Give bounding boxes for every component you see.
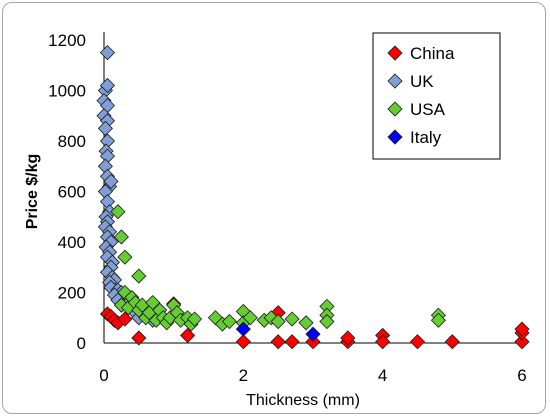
y-tick-label: 200 <box>58 284 86 303</box>
y-tick-label: 800 <box>58 132 86 151</box>
y-tick-label: 400 <box>58 233 86 252</box>
data-points <box>96 45 530 350</box>
x-tick-label: 2 <box>239 366 248 385</box>
data-point-usa <box>270 313 286 330</box>
data-point-china <box>117 311 133 327</box>
data-point-uk <box>103 173 119 189</box>
data-point-china <box>514 321 530 337</box>
data-point-usa <box>110 204 126 220</box>
data-point-china <box>444 334 460 350</box>
y-axis-title: Price $/kg <box>24 154 41 230</box>
data-point-china <box>270 334 286 350</box>
data-point-italy <box>235 321 251 337</box>
data-point-usa <box>117 249 133 265</box>
data-point-china <box>305 334 321 350</box>
y-tick-labels: 0 200 400 600 800 1000 1200 <box>48 31 86 353</box>
data-point-usa <box>298 315 314 331</box>
data-point-uk <box>97 120 113 136</box>
data-point-usa <box>430 312 446 328</box>
legend-marker-uk <box>387 73 403 89</box>
data-point-italy <box>305 326 321 342</box>
data-point-china <box>375 334 391 350</box>
legend-label-uk: UK <box>410 72 434 91</box>
chart-frame: 0 200 400 600 800 1000 1200 0 2 4 6 Thickness (mm… <box>2 2 546 414</box>
data-point-usa <box>242 310 258 326</box>
legend-label-china: China <box>410 44 455 63</box>
data-point-uk <box>99 77 116 94</box>
data-point-china <box>235 334 251 350</box>
x-axis-title: Thickness (mm) <box>246 392 360 409</box>
data-point-usa <box>221 313 237 330</box>
x-tick-labels: 0 2 4 6 <box>99 366 526 385</box>
x-tick-label: 0 <box>99 366 108 385</box>
data-point-usa <box>319 313 335 330</box>
data-point-usa <box>113 229 129 245</box>
y-tick-label: 1000 <box>48 82 86 101</box>
data-point-china <box>409 334 426 350</box>
legend-marker-china <box>387 45 403 61</box>
legend: China UK USA Italy <box>372 32 501 160</box>
y-tick-label: 1200 <box>48 31 86 50</box>
data-point-china <box>284 334 300 350</box>
data-point-china <box>514 334 530 350</box>
x-tick-label: 6 <box>517 366 526 385</box>
legend-marker-italy <box>387 129 403 145</box>
data-point-china <box>180 327 196 343</box>
data-point-usa <box>284 311 300 327</box>
data-point-china <box>131 330 147 346</box>
data-point-usa <box>131 268 147 284</box>
data-point-uk <box>99 45 116 61</box>
legend-label-italy: Italy <box>410 128 442 147</box>
data-point-usa <box>187 311 203 327</box>
y-tick-label: 0 <box>77 334 86 353</box>
x-tick-label: 4 <box>378 366 387 385</box>
legend-marker-usa <box>387 101 403 117</box>
data-point-china <box>340 330 356 346</box>
scatter-chart: 0 200 400 600 800 1000 1200 0 2 4 6 Thickness (mm… <box>24 31 530 409</box>
legend-label-usa: USA <box>410 100 446 119</box>
y-tick-label: 600 <box>58 183 86 202</box>
